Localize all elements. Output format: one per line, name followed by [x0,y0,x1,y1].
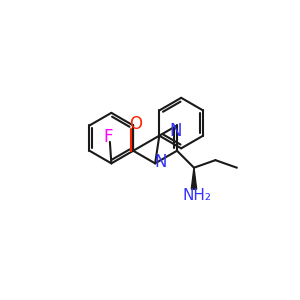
Polygon shape [191,168,196,189]
Text: O: O [129,115,142,133]
Text: NH₂: NH₂ [182,188,212,203]
Text: F: F [103,128,113,146]
Text: N: N [154,153,167,171]
Text: N: N [169,122,182,140]
